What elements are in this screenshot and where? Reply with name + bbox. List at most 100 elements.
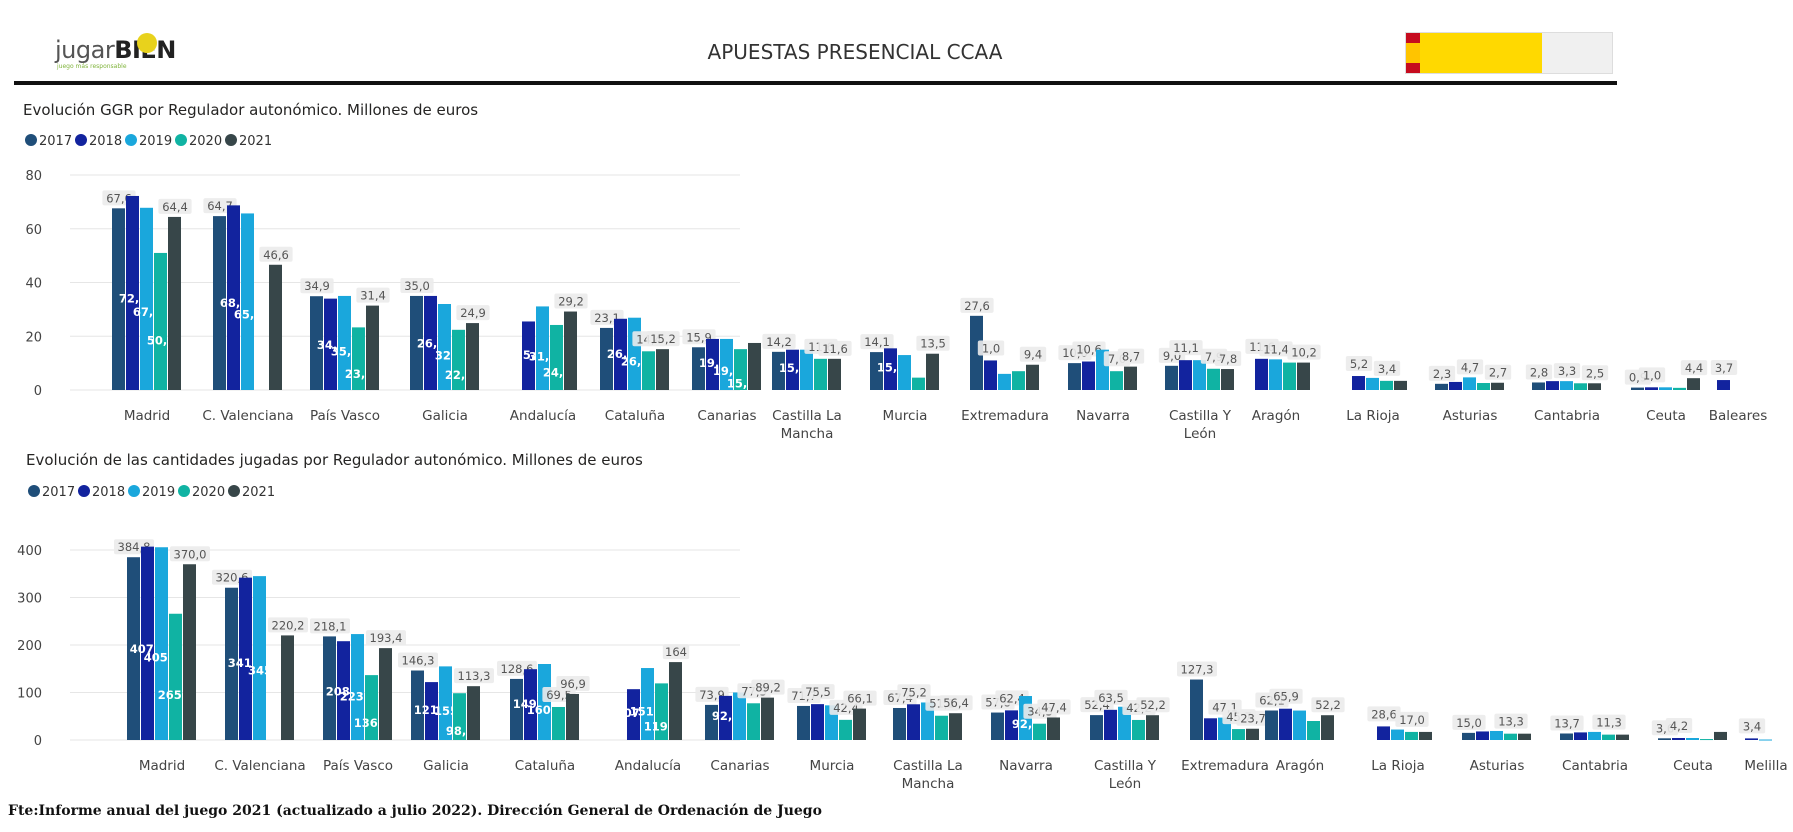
chart-2: Evolución de las cantidades jugadas por … xyxy=(17,451,1787,792)
data-label-bg xyxy=(960,297,994,313)
bar-2020 xyxy=(642,351,655,390)
x-tick-label: Castilla Y León xyxy=(1094,758,1157,792)
x-tick-line: Madrid xyxy=(124,408,170,424)
bar-2020 xyxy=(154,252,167,390)
bar-2018 xyxy=(1082,361,1095,390)
bar-2019 xyxy=(641,668,654,740)
data-label: 29,2 xyxy=(558,295,584,309)
category-group: 28,6 17,0 La Rioja xyxy=(1367,706,1432,774)
bar-2018 xyxy=(1645,387,1658,390)
bar-2019 xyxy=(1391,729,1404,740)
bar-2019 xyxy=(998,373,1011,390)
x-tick-line: Andalucía xyxy=(510,408,576,424)
data-label: 46,6 xyxy=(263,248,289,262)
x-tick-label: Aragón xyxy=(1276,758,1324,774)
x-tick-label: Castilla La Mancha xyxy=(772,408,842,442)
x-tick-line: Canarias xyxy=(710,758,769,774)
x-tick-line: Castilla La xyxy=(893,758,963,774)
data-label: 47,4 xyxy=(1041,700,1067,714)
data-label-bg xyxy=(356,287,390,303)
data-label-bg xyxy=(977,340,1005,356)
bar-2018 xyxy=(884,348,897,390)
bar-2021 xyxy=(183,564,196,740)
x-tick-line: La Rioja xyxy=(1346,408,1400,424)
legend-marker-2020 xyxy=(175,134,187,146)
x-tick-line: País Vasco xyxy=(323,758,393,774)
bar-2021 xyxy=(379,648,392,740)
data-label: 11,4 xyxy=(1263,342,1289,356)
bar-2017 xyxy=(323,636,336,740)
data-label-bg xyxy=(1553,363,1581,379)
bar-2020 xyxy=(734,349,747,390)
bar-2017 xyxy=(1435,383,1448,390)
data-label-bg xyxy=(456,305,490,321)
data-label: 28,6 xyxy=(1371,707,1397,721)
page-title: APUESTAS PRESENCIAL CCAA xyxy=(707,40,1003,64)
x-tick-line: País Vasco xyxy=(310,408,380,424)
bar-2020 xyxy=(552,706,565,740)
x-tick-line: Mancha xyxy=(902,776,955,792)
data-label: 113,3 xyxy=(458,669,491,683)
bar-2018 xyxy=(1352,376,1365,390)
bar-2018 xyxy=(522,321,535,390)
bar-2018 xyxy=(1179,360,1192,390)
source-note: Fte:Informe anual del juego 2021 (actual… xyxy=(8,803,822,819)
x-tick-line: Melilla xyxy=(1744,758,1787,774)
x-tick-label: Melilla xyxy=(1744,758,1787,774)
data-label: 7,8 xyxy=(1219,352,1237,366)
data-label: 14,2 xyxy=(766,335,792,349)
legend-label-2017: 2017 xyxy=(42,485,75,500)
x-tick-line: Canarias xyxy=(697,408,756,424)
data-label: 4,4 xyxy=(1685,361,1703,375)
category-group: 3,7 Baleares xyxy=(1709,360,1767,424)
data-label: 1,0 xyxy=(1643,368,1661,382)
bar-2017 xyxy=(410,295,423,390)
data-label-bg xyxy=(170,546,210,562)
bar-2020 xyxy=(1283,362,1296,390)
data-label: 23,1 xyxy=(594,311,620,325)
bar-2021 xyxy=(1246,728,1259,740)
data-label-bg xyxy=(1345,356,1373,372)
x-tick-label: País Vasco xyxy=(323,758,393,774)
bar-2019 xyxy=(438,304,451,390)
bar-2021 xyxy=(467,686,480,740)
bar-2021 xyxy=(1419,731,1432,740)
bar-2017 xyxy=(600,327,613,390)
data-label: 65,7 xyxy=(234,308,262,322)
x-tick-line: Andalucía xyxy=(615,758,681,774)
x-tick-label: C. Valenciana xyxy=(214,758,305,774)
bar-2020 xyxy=(1307,721,1320,740)
x-tick-line: Navarra xyxy=(1076,408,1130,424)
bar-2019 xyxy=(1759,739,1772,741)
bar-2020 xyxy=(1673,387,1686,390)
bar-2018 xyxy=(126,195,139,390)
legend-marker-2021 xyxy=(225,134,237,146)
bar-2020 xyxy=(365,675,378,740)
category-group: 5,2 3,4 La Rioja xyxy=(1345,356,1407,424)
legend-label-2017: 2017 xyxy=(39,134,72,149)
bar-2021 xyxy=(281,635,294,740)
bar-2017 xyxy=(1165,365,1178,390)
logo-dot-icon xyxy=(137,33,157,53)
bar-2017 xyxy=(705,704,718,740)
bar-2021 xyxy=(1026,364,1039,390)
data-label-bg xyxy=(1117,348,1145,364)
data-label: 4,2 xyxy=(1670,719,1688,733)
bar-2019 xyxy=(351,634,364,740)
bar-2020 xyxy=(655,683,668,740)
x-tick-line: Castilla Y xyxy=(1169,408,1232,424)
bar-2021 xyxy=(853,708,866,740)
bar-2018 xyxy=(706,338,719,390)
data-label-bg xyxy=(939,695,973,711)
bar-2018 xyxy=(425,682,438,740)
data-label-bg xyxy=(1373,360,1401,376)
data-label: 3,3 xyxy=(1558,364,1576,378)
bar-2021 xyxy=(761,697,774,740)
bar-2021 xyxy=(949,713,962,740)
bar-2021 xyxy=(1491,382,1504,390)
data-label-bg xyxy=(1395,711,1429,727)
